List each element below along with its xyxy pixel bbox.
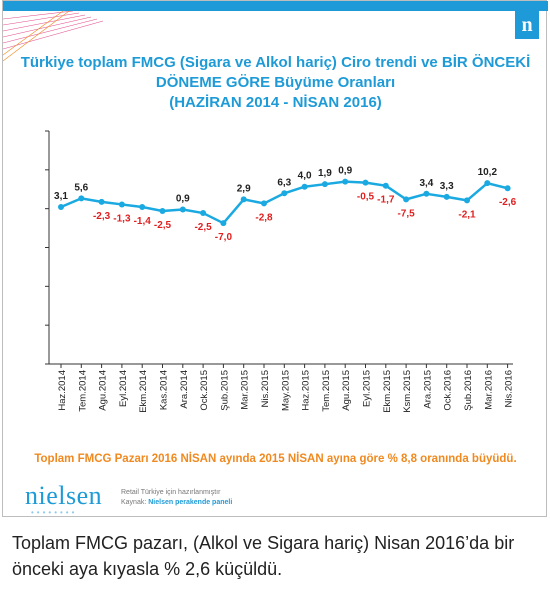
x-tick-label: Ara.2014 bbox=[179, 370, 190, 409]
data-point bbox=[504, 185, 511, 192]
x-tick-label: Mar.2016 bbox=[483, 370, 494, 410]
data-label: 10,2 bbox=[478, 167, 498, 178]
data-label: 1,9 bbox=[318, 168, 332, 179]
x-tick-label: Ekm.2015 bbox=[382, 370, 393, 413]
data-point bbox=[98, 198, 105, 205]
data-point bbox=[301, 183, 308, 190]
data-point bbox=[423, 190, 430, 197]
x-tick-label: Eyl.2015 bbox=[362, 370, 373, 407]
data-point bbox=[159, 208, 166, 215]
x-tick-label: Ock.2015 bbox=[199, 370, 210, 411]
data-label: -0,5 bbox=[357, 192, 375, 203]
data-point bbox=[78, 195, 85, 202]
x-tick-label: Ara.2015 bbox=[422, 370, 433, 409]
x-tick-label: Eyl.2014 bbox=[118, 370, 129, 407]
data-point bbox=[443, 193, 450, 200]
data-label: 0,9 bbox=[176, 194, 190, 205]
data-point bbox=[342, 178, 349, 185]
data-label: -1,3 bbox=[113, 213, 131, 224]
x-tick-label: Haz.2015 bbox=[301, 370, 312, 411]
data-label: 5,6 bbox=[74, 182, 88, 193]
x-tick-label: Tem.2015 bbox=[321, 370, 332, 412]
line-chart: Haz.2014 Tem.2014 Agu.2014 Eyl.2014 Ekm.2014… bbox=[45, 130, 517, 413]
title-line-2: DÖNEME GÖRE Büyüme Oranları bbox=[155, 74, 396, 91]
title-line-1: Türkiye toplam FMCG (Sigara ve Alkol har… bbox=[20, 54, 531, 71]
x-tick-label: May.2015 bbox=[280, 370, 291, 411]
x-tick-label: Kas.2014 bbox=[159, 370, 170, 410]
data-point bbox=[362, 179, 369, 186]
data-label: -2,1 bbox=[458, 209, 476, 220]
data-label: 0,9 bbox=[338, 166, 352, 177]
x-tick-label: Ksm.2015 bbox=[402, 370, 413, 413]
data-label: -7,0 bbox=[215, 232, 233, 243]
data-label: -2,8 bbox=[255, 212, 273, 223]
data-point bbox=[220, 220, 227, 227]
data-point bbox=[179, 206, 186, 213]
nielsen-badge-icon: n bbox=[515, 11, 539, 39]
data-point bbox=[321, 181, 328, 188]
data-label: -2,3 bbox=[93, 211, 111, 222]
x-tick-label: Ock.2016 bbox=[443, 370, 454, 411]
data-point bbox=[403, 196, 410, 203]
data-label: 6,3 bbox=[277, 177, 291, 188]
data-point bbox=[139, 203, 146, 210]
data-point bbox=[281, 190, 288, 197]
data-point bbox=[118, 201, 125, 208]
source-line-2: Kaynak: Nielsen perakende paneli bbox=[121, 499, 232, 506]
title-line-3: (HAZİRAN 2014 - NİSAN 2016) bbox=[169, 94, 382, 111]
x-tick-label: Ekm.2014 bbox=[138, 370, 149, 413]
logo-dots-decoration: •••••••• bbox=[31, 508, 78, 517]
data-label: -7,5 bbox=[397, 208, 415, 219]
data-point bbox=[382, 182, 389, 189]
x-tick-label: Şub.2016 bbox=[463, 370, 474, 411]
data-label: 4,0 bbox=[298, 171, 312, 182]
source-name: Nielsen perakende paneli bbox=[148, 499, 233, 506]
caption-text: Toplam FMCG pazarı, (Alkol ve Sigara har… bbox=[12, 533, 515, 579]
data-label: -1,7 bbox=[377, 195, 395, 206]
x-tick-label: Mar.2015 bbox=[240, 370, 251, 410]
data-point bbox=[261, 200, 267, 207]
x-tick-label: Agu.2015 bbox=[341, 370, 352, 411]
data-label: -2,5 bbox=[194, 222, 212, 233]
data-label: 3,4 bbox=[419, 178, 433, 189]
x-tick-label: Haz.2014 bbox=[57, 370, 68, 411]
decorative-rays bbox=[3, 11, 104, 62]
data-label: 3,3 bbox=[440, 181, 454, 192]
data-point bbox=[58, 203, 64, 210]
data-label: -2,5 bbox=[154, 220, 172, 231]
data-point bbox=[464, 197, 470, 204]
nielsen-logo: nielsen bbox=[25, 481, 103, 510]
chart-panel: n Türkiye toplam FMCG (Sigara ve Alkol h… bbox=[2, 0, 548, 517]
data-label: 2,9 bbox=[237, 183, 251, 194]
source-line-1: Retail Türkiye için hazırlanmıştır bbox=[121, 489, 221, 496]
data-label: 3,1 bbox=[54, 191, 68, 202]
footer-note: Toplam FMCG Pazarı 2016 NİSAN ayında 201… bbox=[34, 453, 517, 465]
source-prefix: Kaynak: bbox=[121, 499, 147, 506]
data-point bbox=[200, 210, 207, 217]
data-point bbox=[240, 196, 247, 203]
chart-title: Türkiye toplam FMCG (Sigara ve Alkol har… bbox=[3, 53, 548, 113]
x-tick-label: Agu.2014 bbox=[98, 370, 109, 411]
top-accent-bar bbox=[3, 1, 548, 11]
x-tick-label: Tem.2014 bbox=[77, 370, 88, 412]
x-tick-label: Nis.2016 bbox=[504, 370, 515, 408]
x-tick-label: Şub.2015 bbox=[219, 370, 230, 411]
data-label: -2,6 bbox=[499, 197, 517, 208]
data-label: -1,4 bbox=[134, 216, 152, 227]
x-tick-label: Nis.2015 bbox=[260, 370, 271, 408]
data-point bbox=[484, 180, 491, 187]
